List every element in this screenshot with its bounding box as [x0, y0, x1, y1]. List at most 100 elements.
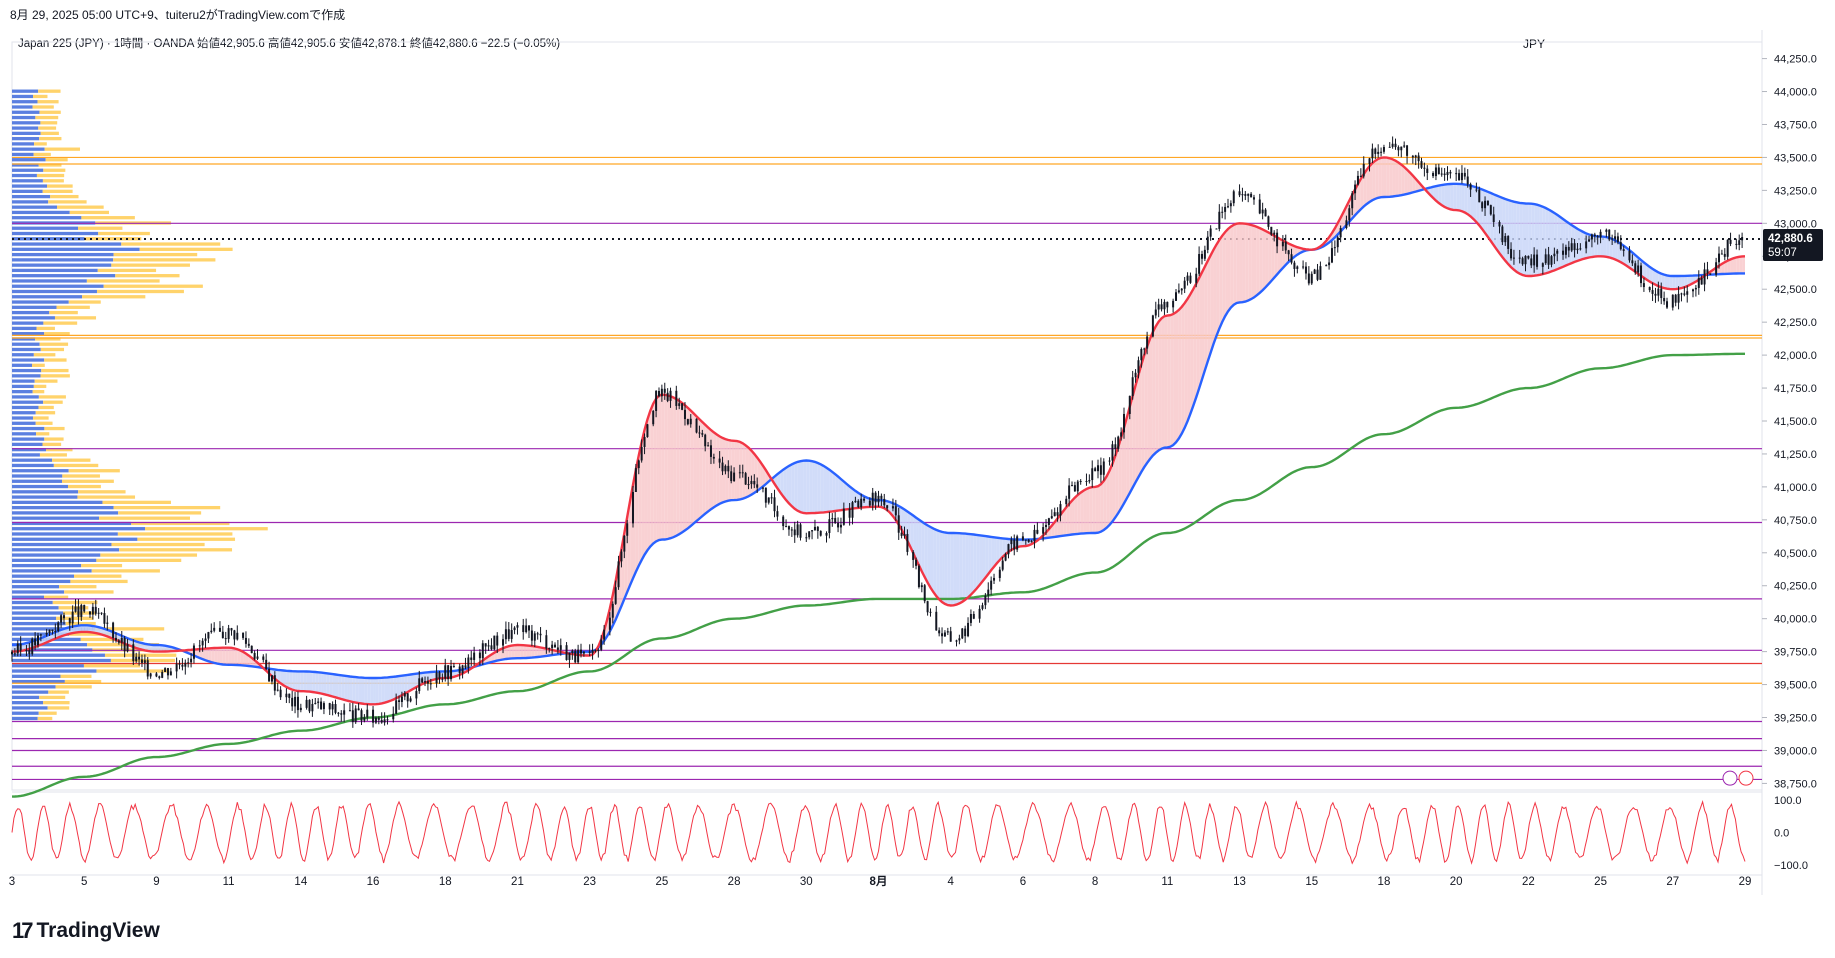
ema-fill-segment [162, 645, 166, 652]
ema-fill-segment [503, 647, 506, 660]
ema-fill-segment [326, 673, 330, 696]
candle-body [1328, 262, 1331, 266]
ema-fill-segment [95, 626, 99, 634]
ema-fill-segment [341, 675, 345, 700]
volume-profile-bar [12, 210, 70, 215]
ema-fill-segment [1271, 234, 1275, 281]
candle-body [135, 656, 138, 662]
ema-fill-segment [1175, 309, 1179, 443]
y-tick-label: 43,250.0 [1774, 185, 1817, 197]
ema-fill-segment [277, 669, 281, 684]
ema-fill-segment [358, 677, 362, 704]
candle-body [1703, 269, 1706, 285]
candle-body [663, 388, 666, 393]
candle-body [1174, 292, 1177, 301]
candle-body [533, 633, 536, 641]
candle-body [854, 500, 857, 503]
volume-profile-bar [12, 674, 61, 678]
volume-profile-bar [40, 374, 70, 378]
ema-fill-segment [1199, 272, 1202, 389]
ema-fill-segment [1667, 275, 1670, 290]
volume-profile-bar [12, 326, 37, 331]
ema-fill-segment [1222, 232, 1226, 323]
candle-body [120, 637, 123, 643]
candle-body [689, 418, 692, 425]
ema-fill-segment [1568, 223, 1572, 265]
candle-body [1304, 266, 1307, 274]
volume-profile-bar [45, 158, 68, 162]
ema-fill-segment [1643, 262, 1647, 280]
volume-profile-bar [12, 189, 43, 193]
ema-fill-segment [1591, 235, 1595, 257]
candle-body [1284, 241, 1287, 251]
candle-body [1114, 444, 1117, 450]
volume-profile-bar [12, 252, 114, 257]
candle-body [1590, 234, 1593, 240]
candle-body [580, 649, 583, 654]
candle-body [253, 653, 256, 659]
candle-body [1183, 280, 1186, 289]
candle-body [1449, 171, 1452, 174]
candle-body [571, 650, 574, 653]
x-tick-label: 27 [1666, 876, 1679, 888]
ema-fill-segment [1539, 205, 1543, 275]
volume-profile-bar [12, 342, 40, 346]
ema-fill-segment [321, 672, 324, 695]
ema-fill-segment [1170, 314, 1174, 447]
candle-body [1484, 200, 1487, 209]
candle-body [1140, 349, 1143, 361]
volume-profile-bar [12, 463, 54, 468]
candle-body [634, 468, 637, 492]
symbol-info-line[interactable]: Japan 225 (JPY) · 1時間 · OANDA 始値42,905.6… [18, 38, 561, 50]
candle-body [1498, 222, 1501, 227]
volume-profile-bar [70, 579, 128, 584]
candle-body [1273, 232, 1276, 235]
volume-profile-bar [44, 332, 70, 336]
candle-body [25, 650, 28, 652]
ema-fill-segment [338, 674, 342, 699]
candle-body [631, 491, 634, 524]
candle-body [1206, 236, 1209, 250]
candle-body [1524, 255, 1527, 265]
volume-profile-bar [39, 453, 67, 457]
candle-body [1469, 184, 1472, 190]
candle-body [1564, 246, 1567, 255]
ema-fill-segment [979, 535, 983, 586]
volume-profile-bar [12, 716, 38, 721]
candle-body [1553, 253, 1556, 257]
volume-profile-bar [12, 600, 53, 605]
candle-body [1394, 143, 1397, 148]
ema-fill-segment [344, 675, 348, 701]
candle-body [1065, 498, 1068, 505]
candle-body [1359, 175, 1362, 177]
ema-fill-segment [1409, 172, 1413, 194]
volume-profile-bar [38, 126, 57, 130]
ema-fill-segment [699, 419, 703, 519]
candle-body [1302, 266, 1305, 268]
candle-body [1694, 287, 1697, 290]
volume-profile-bar [37, 716, 53, 721]
candle-body [643, 437, 646, 447]
ema-fill-segment [280, 670, 284, 686]
ema-fill-segment [650, 403, 654, 547]
candle-body [1417, 155, 1420, 162]
ema-fill-segment [410, 674, 414, 691]
volume-profile-bar [96, 289, 184, 294]
ema-fill-segment [1366, 166, 1370, 205]
ema-fill-segment [205, 648, 209, 662]
ema-fill-segment [355, 677, 359, 704]
candle-body [1423, 167, 1426, 169]
candle-body [1718, 253, 1721, 263]
candle-body [1382, 147, 1385, 152]
candle-body [917, 565, 920, 588]
candle-body [123, 637, 126, 652]
volume-profile-bar [60, 674, 92, 678]
tradingview-logo[interactable]: 17 TradingView [12, 918, 160, 944]
candle-body [97, 612, 100, 614]
candle-body [698, 432, 701, 434]
candle-body [424, 681, 427, 683]
volume-profile-bar [12, 685, 56, 689]
ema-fill-segment [1066, 503, 1070, 536]
volume-profile-bar [98, 231, 150, 236]
